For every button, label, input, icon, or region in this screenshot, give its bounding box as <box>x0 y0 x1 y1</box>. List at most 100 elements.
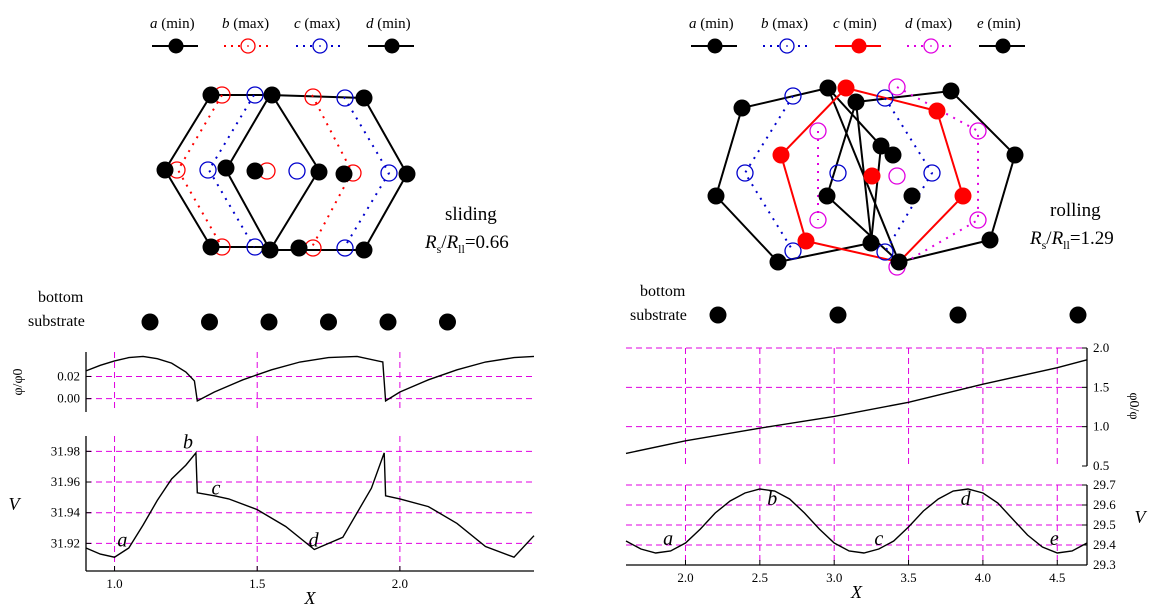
atom-e <box>981 231 999 249</box>
rolling-legend-marker-2 <box>851 38 867 54</box>
atom-c <box>954 187 972 205</box>
y-tick-label: 1.0 <box>1093 419 1109 434</box>
x-tick-label: 2.5 <box>752 570 768 585</box>
atom-a <box>310 163 328 181</box>
y-tick-label: 31.92 <box>51 535 80 550</box>
atom-c <box>837 79 855 97</box>
atom-b <box>829 164 847 182</box>
annotation-b: b <box>767 488 777 510</box>
y-tick-label: 29.3 <box>1093 557 1116 572</box>
plot-sliding-phi: 0.00 0.02 φ/φ0 <box>11 352 535 412</box>
atom-d <box>335 165 353 183</box>
atom-d <box>398 165 416 183</box>
atom-d <box>969 211 987 229</box>
annotation-c: c <box>874 528 883 550</box>
y-axis-label: V <box>1135 507 1148 527</box>
legend-rolling: a (min) b (max) c (min) d (max) e (min) <box>689 16 1025 54</box>
x-tick-label: 4.0 <box>975 570 991 585</box>
y-tick-label: 29.4 <box>1093 537 1116 552</box>
y-axis-label: φ/φ0 <box>11 368 26 395</box>
atom-a <box>156 161 174 179</box>
annotation-d: d <box>961 488 972 510</box>
atom-b <box>876 89 894 107</box>
ratio-label-sliding: Rs/Rll=0.66 <box>424 232 509 256</box>
rolling-legend-label-1: b (max) <box>761 16 808 32</box>
y-tick-label: 29.5 <box>1093 517 1116 532</box>
lattice-rolling <box>707 78 1024 276</box>
atom-a <box>819 79 837 97</box>
substrate-label-rolling: substrate <box>630 307 687 324</box>
rolling-legend-label-2: c (min) <box>833 16 877 32</box>
legend-sliding: a (min) b (max) c (max) d (min) <box>150 16 414 54</box>
hex-a <box>163 94 321 248</box>
sliding-legend-label-1: b (max) <box>222 16 269 32</box>
y-tick-label: 0.5 <box>1093 458 1109 473</box>
annotation-a: a <box>663 528 673 550</box>
x-tick-label: 2.0 <box>677 570 693 585</box>
annotation-c: c <box>212 477 221 499</box>
y-axis-label: V <box>9 494 22 514</box>
atom-c <box>380 164 398 182</box>
atom-d <box>355 241 373 259</box>
atom-a <box>769 253 787 271</box>
atom-b <box>304 88 322 106</box>
substrate-atom <box>141 313 159 331</box>
regime-label-rolling: rolling <box>1050 200 1101 221</box>
atom-d <box>217 159 235 177</box>
y-tick-label: 29.6 <box>1093 497 1116 512</box>
atom-a <box>263 86 281 104</box>
atom-d <box>355 89 373 107</box>
atom-c <box>336 89 354 107</box>
x-tick-label: 3.5 <box>900 570 916 585</box>
atom-e <box>942 82 960 100</box>
sliding-legend-marker-3 <box>384 38 400 54</box>
x-tick-label: 2.0 <box>392 576 408 591</box>
sliding-legend-marker-dot-2 <box>319 45 321 47</box>
rolling-legend-marker-0 <box>707 38 723 54</box>
plot-sliding-V: 31.92 31.94 31.96 31.98 1.0 1.5 2.0 a b c d X V <box>9 431 535 608</box>
rolling-legend-marker-dot-1 <box>786 45 788 47</box>
annotation-a: a <box>117 529 127 551</box>
series-line <box>625 488 1088 554</box>
bottom-label-sliding: bottom <box>38 289 84 306</box>
atom-d <box>290 239 308 257</box>
atom-c <box>288 162 306 180</box>
atom-a <box>862 234 880 252</box>
series-line <box>85 451 535 559</box>
y-tick-label: 0.02 <box>57 368 80 383</box>
substrate-atom <box>1069 306 1087 324</box>
series-line <box>625 359 1088 455</box>
substrate-atom <box>709 306 727 324</box>
y-tick-label: 31.96 <box>51 474 81 489</box>
atom-c <box>246 86 264 104</box>
x-axis-label: X <box>850 582 863 602</box>
substrate-atom <box>829 306 847 324</box>
atom-c <box>797 232 815 250</box>
series-line <box>85 355 535 403</box>
annotation-e: e <box>1050 528 1059 550</box>
x-tick-label: 1.5 <box>249 576 265 591</box>
annotation-b: b <box>183 431 193 453</box>
atom-d <box>246 162 264 180</box>
rolling-legend-label-0: a (min) <box>689 16 734 32</box>
x-tick-label: 1.0 <box>106 576 122 591</box>
annotation-d: d <box>309 529 320 551</box>
atom-d <box>809 211 827 229</box>
atom-a <box>202 86 220 104</box>
y-tick-label: 1.5 <box>1093 379 1109 394</box>
atom-d <box>888 167 906 185</box>
hexagon-sliding <box>156 86 416 259</box>
rolling-legend-marker-4 <box>995 38 1011 54</box>
atom-e <box>847 93 865 111</box>
y-tick-label: 2.0 <box>1093 340 1109 355</box>
sliding-legend-label-0: a (min) <box>150 16 195 32</box>
atom-d <box>809 122 827 140</box>
atom-a <box>707 187 725 205</box>
substrate-atom <box>320 313 337 331</box>
poly-e-edge <box>827 87 900 263</box>
substrate-atoms-rolling <box>709 306 1087 324</box>
substrate-label-sliding: substrate <box>28 313 85 330</box>
atom-d <box>888 78 906 96</box>
atom-e <box>818 187 836 205</box>
atom-b <box>784 87 802 105</box>
